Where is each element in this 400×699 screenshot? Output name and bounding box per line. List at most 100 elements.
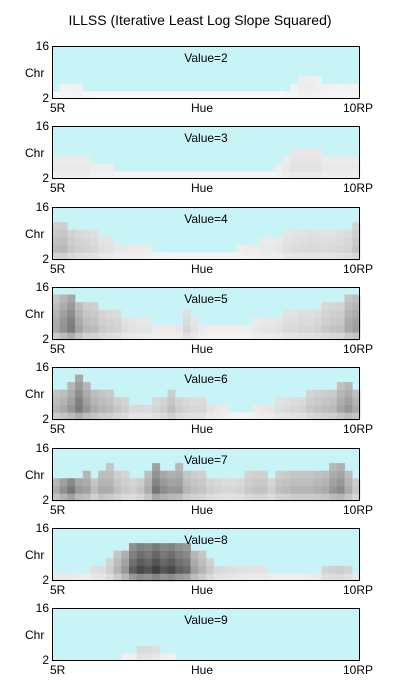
heatmap-cell [152, 91, 161, 100]
heatmap-cell [298, 493, 307, 502]
heatmap-cell [113, 573, 122, 582]
chart-title: ILLSS (Iterative Least Log Slope Squared… [68, 12, 332, 28]
heatmap-cell [298, 252, 307, 261]
heatmap-cell [59, 156, 68, 165]
heatmap-cell [129, 543, 137, 552]
heatmap-cell [206, 478, 214, 487]
heatmap-cell [275, 404, 284, 413]
heatmap-cell [275, 317, 284, 326]
heatmap-cell [59, 294, 68, 303]
heatmap-cell [82, 229, 91, 238]
heatmap-cell [90, 324, 99, 333]
heatmap-cell [290, 573, 299, 582]
heatmap-cell [275, 163, 284, 172]
heatmap-cell [90, 309, 99, 318]
heatmap-cell [213, 91, 222, 100]
heatmap-cell [206, 485, 214, 494]
heatmap-cell [167, 470, 176, 479]
heatmap-cell [344, 252, 353, 261]
heatmap-cell [259, 244, 268, 253]
panel-title: Value=9 [184, 613, 228, 627]
heatmap-cell [352, 294, 361, 303]
heatmap-cell [336, 83, 345, 92]
heatmap-panel [52, 46, 361, 100]
heatmap-cell [298, 404, 307, 413]
heatmap-cell [113, 404, 122, 413]
heatmap-cell [321, 565, 330, 574]
heatmap-cell [113, 470, 122, 479]
heatmap-cell [59, 83, 68, 92]
panel-frame [52, 126, 360, 179]
heatmap-cell [152, 573, 161, 582]
heatmap-cell [144, 478, 153, 487]
heatmap-cell [152, 252, 161, 261]
heatmap-cell [352, 404, 361, 413]
heatmap-cell [198, 478, 207, 487]
heatmap-cell [144, 543, 153, 552]
heatmap-cell [267, 404, 276, 413]
heatmap-cell [190, 550, 199, 559]
heatmap-cell [144, 244, 153, 253]
x-axis-label: Hue [190, 503, 213, 517]
heatmap-cell [229, 332, 238, 341]
heatmap-cell [306, 324, 315, 333]
heatmap-cell [52, 332, 60, 341]
heatmap-cell [52, 244, 60, 253]
heatmap-cell [129, 558, 137, 567]
heatmap-cell [175, 543, 184, 552]
heatmap-cell [352, 83, 361, 92]
heatmap-cell [90, 229, 99, 238]
heatmap-cell [182, 558, 191, 567]
heatmap-cell [159, 397, 168, 406]
heatmap-cell [144, 317, 153, 326]
heatmap-cell [290, 171, 299, 180]
heatmap-cell [82, 324, 91, 333]
heatmap-cell [290, 485, 299, 494]
heatmap-cell [352, 302, 361, 311]
heatmap-cell [336, 332, 345, 341]
heatmap-cell [213, 478, 222, 487]
heatmap-cell [121, 252, 130, 261]
heatmap-cell [244, 470, 253, 479]
heatmap-cell [136, 485, 145, 494]
heatmap-cell [336, 237, 345, 246]
heatmap-cell [182, 470, 191, 479]
heatmap-cell [298, 470, 307, 479]
heatmap-cell [67, 332, 76, 341]
heatmap-cell [259, 252, 268, 261]
panel-title: Value=5 [184, 292, 228, 306]
heatmap-cell [336, 229, 345, 238]
heatmap-cell [152, 653, 161, 662]
heatmap-cell [236, 324, 245, 333]
heatmap-cell [283, 171, 291, 180]
heatmap-cell [121, 565, 130, 574]
heatmap-cell [90, 332, 99, 341]
heatmap-cell [290, 470, 299, 479]
heatmap-cell [329, 470, 338, 479]
heatmap-cell [90, 485, 99, 494]
heatmap-cell [290, 309, 299, 318]
heatmap-cell [283, 493, 291, 502]
heatmap-cell [136, 324, 145, 333]
heatmap-cell [313, 163, 322, 172]
heatmap-cell [175, 332, 184, 341]
heatmap-cell [152, 412, 161, 421]
heatmap-cell [75, 374, 84, 383]
x-tick-label: 10RP [342, 262, 373, 276]
heatmap-cell [144, 252, 153, 261]
heatmap-cell [344, 171, 353, 180]
heatmap-cell [121, 324, 130, 333]
heatmap-cell [244, 565, 253, 574]
heatmap-cell [336, 389, 345, 398]
heatmap-cell [175, 463, 184, 472]
heatmap-cell [52, 317, 60, 326]
heatmap-cell [229, 91, 238, 100]
heatmap-cell [67, 493, 76, 502]
heatmap-cell [159, 543, 168, 552]
heatmap-cell [167, 558, 176, 567]
heatmap-cell [136, 478, 145, 487]
heatmap-cell [283, 470, 291, 479]
heatmap-cell [90, 163, 99, 172]
heatmap-cell [121, 653, 130, 662]
heatmap-cell [105, 324, 114, 333]
